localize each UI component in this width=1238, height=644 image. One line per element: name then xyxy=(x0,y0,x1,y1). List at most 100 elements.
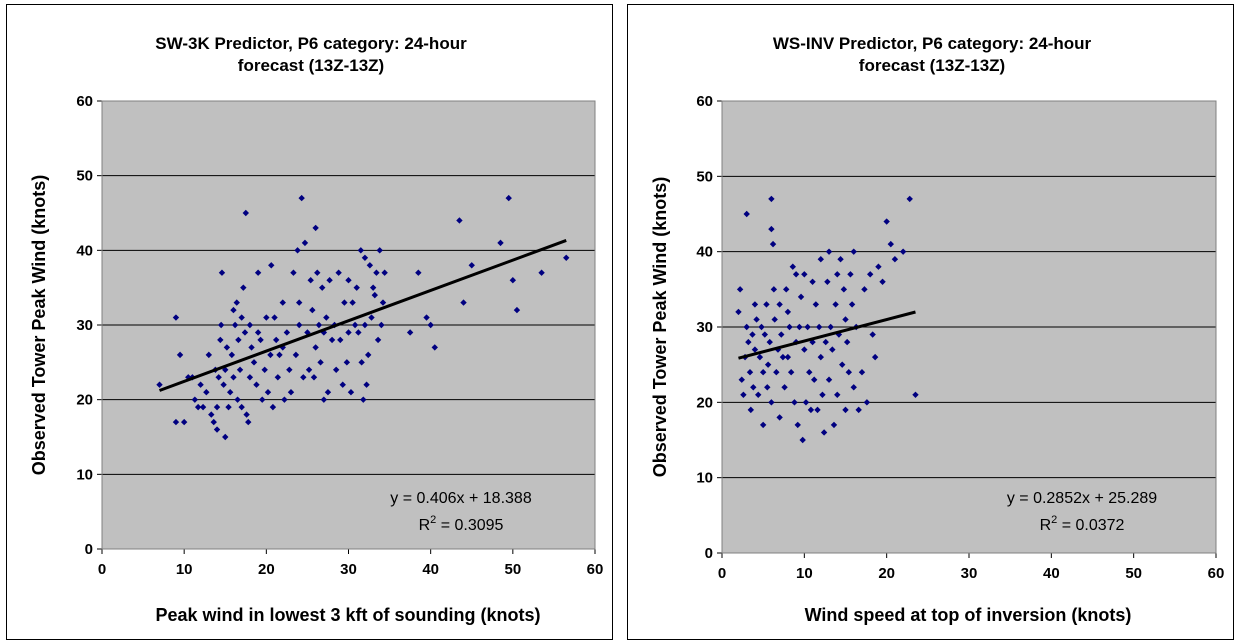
data-point xyxy=(319,284,326,291)
data-point xyxy=(431,344,438,351)
x-tick-label: 50 xyxy=(1125,565,1142,582)
data-point xyxy=(825,376,833,383)
y-tick-label: 30 xyxy=(76,317,93,334)
y-tick-label: 10 xyxy=(696,470,713,487)
y-tick-label: 20 xyxy=(76,392,93,409)
data-point xyxy=(279,299,286,306)
trendline xyxy=(158,239,567,392)
chart-title-line1: SW-3K Predictor, P6 category: 24-hour xyxy=(155,34,467,53)
data-point xyxy=(281,396,288,403)
data-point xyxy=(312,344,319,351)
y-axis-label: Observed Tower Peak Wind (knots) xyxy=(650,177,670,478)
data-point xyxy=(815,323,823,331)
data-point xyxy=(371,291,378,299)
data-point xyxy=(337,336,344,344)
data-point xyxy=(345,329,352,336)
x-axis-label: Peak wind in lowest 3 kft of sounding (k… xyxy=(155,605,540,625)
data-point xyxy=(156,381,163,388)
data-point xyxy=(343,359,351,366)
data-point xyxy=(764,384,771,391)
y-tick-label: 50 xyxy=(696,168,713,185)
y-tick-label: 50 xyxy=(76,168,93,185)
data-point xyxy=(305,366,313,373)
y-axis-label: Observed Tower Peak Wind (knots) xyxy=(29,175,49,476)
y-tick-label: 40 xyxy=(696,244,713,261)
data-point xyxy=(906,195,913,203)
data-point xyxy=(269,403,277,411)
data-point xyxy=(213,403,221,411)
data-point xyxy=(287,389,295,396)
data-point xyxy=(315,321,323,329)
data-point xyxy=(217,336,224,344)
data-point xyxy=(339,381,346,388)
data-point xyxy=(468,262,475,269)
data-point xyxy=(292,351,300,359)
data-point xyxy=(497,239,504,247)
data-point xyxy=(267,351,274,359)
x-tick-label: 60 xyxy=(1208,565,1225,582)
data-point xyxy=(225,403,232,411)
data-point xyxy=(228,351,236,359)
data-point xyxy=(735,308,742,316)
data-point xyxy=(415,269,422,276)
chart-panel-right: WS-INV Predictor, P6 category: 24-hour f… xyxy=(627,4,1234,640)
data-point xyxy=(345,277,352,284)
data-point xyxy=(899,248,907,255)
data-point xyxy=(233,299,240,306)
data-point xyxy=(332,366,340,373)
data-point xyxy=(355,329,362,336)
data-point xyxy=(231,321,239,329)
data-point xyxy=(538,269,545,276)
data-point xyxy=(373,269,380,276)
data-point xyxy=(358,359,365,366)
data-point xyxy=(378,321,385,329)
data-point xyxy=(220,381,227,388)
data-point xyxy=(310,374,318,381)
scatter-chart-left: SW-3K Predictor, P6 category: 24-hour fo… xyxy=(29,34,603,625)
data-point xyxy=(366,262,374,269)
data-point xyxy=(347,389,355,396)
r-squared-label: R2 = 0.3095 xyxy=(419,514,504,534)
data-point xyxy=(351,321,359,329)
data-point xyxy=(271,314,278,321)
data-point xyxy=(349,299,356,306)
x-tick-label: 50 xyxy=(504,561,521,578)
data-point xyxy=(250,359,258,366)
data-point xyxy=(374,336,382,344)
x-tick-label: 30 xyxy=(961,565,978,582)
data-point xyxy=(323,314,330,321)
data-point xyxy=(363,381,370,388)
data-point xyxy=(286,366,293,373)
data-point xyxy=(257,336,264,344)
scatter-chart-right: WS-INV Predictor, P6 category: 24-hour f… xyxy=(650,34,1225,625)
data-point xyxy=(832,301,839,308)
data-point xyxy=(381,269,388,276)
data-point xyxy=(309,306,316,314)
data-point xyxy=(317,359,324,366)
data-point xyxy=(246,321,254,329)
trendline xyxy=(738,310,916,360)
data-point xyxy=(369,284,377,291)
y-tick-label: 20 xyxy=(696,394,713,411)
x-tick-label: 30 xyxy=(340,561,357,578)
x-tick-label: 40 xyxy=(422,561,439,578)
data-point xyxy=(223,344,231,351)
x-tick-label: 10 xyxy=(796,565,813,582)
data-point xyxy=(296,299,303,306)
data-point xyxy=(505,194,512,202)
data-point xyxy=(563,254,570,261)
x-tick-label: 10 xyxy=(176,561,193,578)
data-point xyxy=(208,411,215,418)
data-point xyxy=(738,376,745,383)
data-point xyxy=(406,329,414,336)
data-point xyxy=(341,299,348,306)
data-point xyxy=(172,314,180,321)
x-tick-label: 40 xyxy=(1043,565,1060,582)
data-point xyxy=(253,381,260,388)
data-point xyxy=(241,329,249,336)
trendline-equation: y = 0.406x + 18.388 xyxy=(390,490,532,507)
data-point xyxy=(312,224,319,232)
data-point xyxy=(215,374,222,381)
data-point xyxy=(264,389,272,396)
y-tick-label: 0 xyxy=(85,541,93,558)
